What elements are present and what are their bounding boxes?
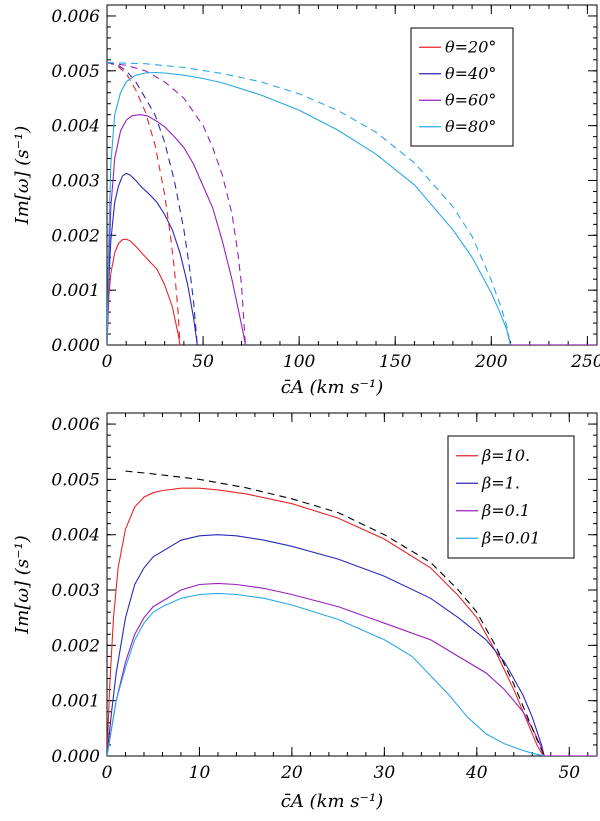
x-tick-label: 20 <box>280 763 303 783</box>
x-tick-label: 0 <box>102 763 113 783</box>
y-tick-label: 0.001 <box>51 692 100 712</box>
x-tick-label: 200 <box>474 352 508 372</box>
x-tick-label: 40 <box>465 763 488 783</box>
y-tick-label: 0.003 <box>51 171 100 191</box>
x-axis-title: c̄A (km s⁻¹) <box>281 377 384 398</box>
x-tick-label: 10 <box>189 763 211 783</box>
series-line-5 <box>107 114 246 345</box>
legend-label: β=10. <box>481 446 530 465</box>
x-tick-label: 0 <box>102 352 113 372</box>
x-tick-label: 50 <box>558 763 580 783</box>
x-tick-label: 150 <box>379 352 412 372</box>
legend-label: θ=40° <box>445 64 496 83</box>
plot-2: 0 10 20 30 40 50 0.000 0.001 0.002 0.003 0.004 0.00… <box>12 412 598 812</box>
plot-1: 0 50 100 150 200 250 0.000 0.001 0.002 0.003 0.004… <box>12 4 600 398</box>
series-line-4 <box>107 592 545 756</box>
series-line-2 <box>107 534 545 756</box>
series-line-5 <box>125 470 545 756</box>
y-tick-label: 0.005 <box>51 470 100 490</box>
x-tick-label: 250 <box>570 352 600 372</box>
y-tick-label: 0.006 <box>51 7 100 27</box>
y-tick-label: 0.006 <box>51 415 100 435</box>
series-line-7 <box>107 71 512 345</box>
y-tick-label: 0.003 <box>51 581 100 601</box>
y-tick-label: 0.002 <box>51 226 100 246</box>
y-tick-label: 0.004 <box>51 117 100 137</box>
legend-label: θ=20° <box>445 37 496 56</box>
series-line-6 <box>107 62 246 345</box>
y-axis-title: Im[ω] (s⁻¹) <box>12 535 33 635</box>
legend-label: β=0.1 <box>481 501 530 520</box>
y-tick-label: 0.000 <box>51 336 100 356</box>
legend-label: β=1. <box>481 473 520 492</box>
plot-frame <box>106 412 598 757</box>
series-group <box>107 470 597 756</box>
plot-frame <box>106 4 598 346</box>
legend-label: θ=60° <box>445 90 496 109</box>
legend: θ=20° θ=40° θ=60° θ=80° <box>410 27 514 147</box>
y-tick-label: 0.004 <box>51 526 100 546</box>
y-tick-label: 0.005 <box>51 62 100 82</box>
y-tick-label: 0.002 <box>51 636 100 656</box>
series-line-3 <box>107 582 545 756</box>
series-line-4 <box>107 62 198 345</box>
series-line-1 <box>107 238 181 345</box>
series-line-3 <box>107 172 198 345</box>
legend: β=10. β=1. β=0.1 β=0.01 <box>447 435 575 559</box>
series-line-8 <box>107 62 512 345</box>
x-axis-title: c̄A (km s⁻¹) <box>281 791 384 812</box>
x-tick-label: 30 <box>374 763 396 783</box>
y-tick-label: 0.001 <box>51 281 100 301</box>
series-line-2 <box>107 62 181 345</box>
x-tick-label: 100 <box>283 352 316 372</box>
legend-label: θ=80° <box>445 117 496 136</box>
y-tick-label: 0.000 <box>51 747 100 767</box>
legend-label: β=0.01 <box>481 528 540 547</box>
series-group <box>107 62 597 345</box>
series-line-1 <box>107 487 545 756</box>
x-tick-label: 50 <box>192 352 214 372</box>
y-axis-title: Im[ω] (s⁻¹) <box>12 126 33 226</box>
